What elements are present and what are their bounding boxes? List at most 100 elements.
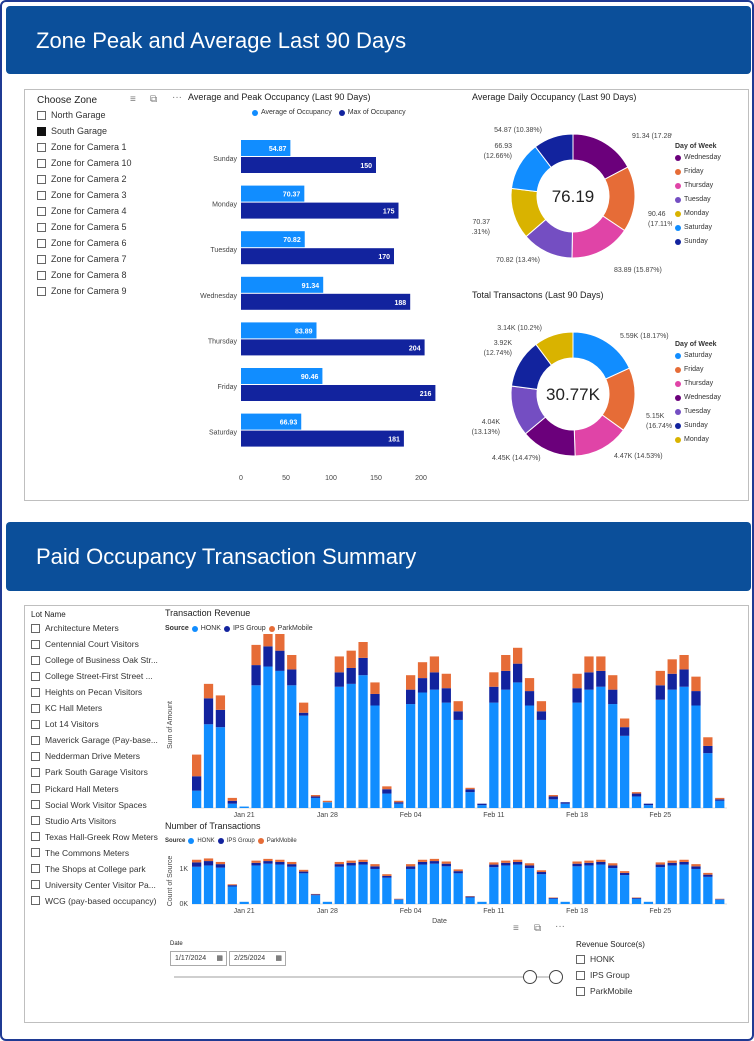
- legend-label: Monday: [684, 436, 709, 443]
- zone-slicer-item[interactable]: Zone for Camera 8: [37, 270, 127, 280]
- lot-checkbox[interactable]: [31, 848, 40, 858]
- zone-checkbox[interactable]: [37, 190, 46, 200]
- lot-checkbox[interactable]: [31, 639, 40, 649]
- zone-slicer-item[interactable]: Zone for Camera 4: [37, 206, 127, 216]
- more-options-icon[interactable]: ···: [172, 92, 182, 103]
- stacked-segment: [334, 861, 344, 865]
- lot-checkbox[interactable]: [31, 784, 40, 793]
- lot-checkbox[interactable]: [31, 735, 40, 745]
- zone-checkbox[interactable]: [37, 238, 46, 248]
- zone-checkbox[interactable]: [37, 174, 46, 184]
- zone-slicer-item[interactable]: Zone for Camera 10: [37, 158, 132, 168]
- zone-slicer-item[interactable]: Zone for Camera 2: [37, 174, 127, 184]
- lot-checkbox[interactable]: [31, 800, 40, 810]
- zone-checkbox[interactable]: [37, 142, 46, 152]
- lot-slicer-item[interactable]: Social Work Visitor Spaces: [31, 800, 147, 810]
- zone-slicer-item[interactable]: Zone for Camera 3: [37, 190, 127, 200]
- lot-checkbox[interactable]: [31, 687, 40, 697]
- calendar-icon[interactable]: ▦: [216, 955, 223, 962]
- lot-slicer-item[interactable]: Centennial Court Visitors: [31, 639, 139, 649]
- zone-checkbox[interactable]: [37, 158, 46, 168]
- revenue-source-checkbox[interactable]: [576, 986, 585, 996]
- zone-slicer-item[interactable]: Zone for Camera 5: [37, 222, 127, 232]
- lot-slicer-item[interactable]: Heights on Pecan Visitors: [31, 687, 142, 697]
- date-slider-handle-end[interactable]: [549, 970, 563, 984]
- end-date-input[interactable]: 2/25/2024 ▦: [229, 951, 286, 966]
- lot-slicer-item[interactable]: Nedderman Drive Meters: [31, 751, 140, 761]
- lot-slicer-item[interactable]: Maverick Garage (Pay-base...: [31, 735, 158, 745]
- lot-checkbox[interactable]: [31, 816, 40, 826]
- lot-slicer-item[interactable]: University Center Visitor Pa...: [31, 880, 156, 890]
- lot-slicer-item[interactable]: The Shops at College park: [31, 864, 146, 874]
- lot-slicer-item[interactable]: WCG (pay-based occupancy): [31, 896, 157, 906]
- lot-checkbox[interactable]: [31, 655, 40, 665]
- stacked-segment: [227, 884, 237, 886]
- panel-2-title: Paid Occupancy Transaction Summary: [36, 544, 417, 569]
- filter-icon-2[interactable]: ≡: [513, 923, 519, 934]
- legend-item: Friday: [675, 366, 703, 373]
- zone-slicer-title: Choose Zone: [37, 95, 98, 106]
- date-slider-handle-start[interactable]: [523, 970, 537, 984]
- date-slider-track[interactable]: [174, 976, 557, 978]
- x-tick-label: Jan 21: [234, 908, 255, 915]
- revenue-source-item[interactable]: ParkMobile: [576, 986, 633, 996]
- filter-icon[interactable]: ≡: [130, 94, 136, 105]
- zone-checkbox[interactable]: [37, 126, 46, 136]
- lot-slicer-item[interactable]: Texas Hall-Greek Row Meters: [31, 832, 158, 842]
- legend-dot: [675, 182, 681, 189]
- zone-slicer-item[interactable]: Zone for Camera 7: [37, 254, 127, 264]
- lot-checkbox[interactable]: [31, 703, 40, 713]
- donut-data-label: 4.47K (14.53%): [614, 453, 663, 460]
- lot-slicer-item[interactable]: Architecture Meters: [31, 623, 119, 633]
- lot-slicer-item[interactable]: College of Business Oak Str...: [31, 655, 158, 665]
- zone-checkbox[interactable]: [37, 222, 46, 232]
- lot-checkbox[interactable]: [31, 896, 40, 906]
- lot-checkbox[interactable]: [31, 751, 40, 761]
- zone-checkbox[interactable]: [37, 270, 46, 280]
- lot-slicer-item[interactable]: Studio Arts Visitors: [31, 816, 116, 826]
- revenue-source-checkbox[interactable]: [576, 954, 585, 964]
- stacked-segment: [382, 786, 392, 790]
- zone-slicer-item[interactable]: Zone for Camera 1: [37, 142, 127, 152]
- zone-slicer-item[interactable]: South Garage: [37, 126, 107, 136]
- focus-mode-icon[interactable]: ⧉: [150, 94, 158, 105]
- zone-checkbox[interactable]: [37, 110, 46, 120]
- lot-checkbox[interactable]: [31, 671, 40, 681]
- lot-slicer-item[interactable]: KC Hall Meters: [31, 703, 102, 713]
- zone-checkbox[interactable]: [37, 286, 46, 296]
- zone-slicer-item[interactable]: North Garage: [37, 110, 106, 120]
- more-options-icon-2[interactable]: ···: [555, 921, 565, 932]
- stacked-segment: [370, 868, 380, 904]
- lot-slicer-item[interactable]: College Street-First Street ...: [31, 671, 153, 681]
- lot-checkbox[interactable]: [31, 623, 40, 633]
- zone-slicer-item[interactable]: Zone for Camera 6: [37, 238, 127, 248]
- lot-slicer-item[interactable]: The Commons Meters: [31, 848, 129, 858]
- stacked-segment: [346, 865, 356, 904]
- lot-checkbox[interactable]: [31, 832, 40, 842]
- zone-checkbox[interactable]: [37, 206, 46, 216]
- revenue-source-checkbox[interactable]: [576, 970, 585, 980]
- revenue-source-item[interactable]: IPS Group: [576, 970, 630, 980]
- revenue-source-item[interactable]: HONK: [576, 954, 615, 964]
- lot-slicer-item[interactable]: Pickard Hall Meters: [31, 784, 119, 794]
- lot-checkbox[interactable]: [31, 767, 40, 777]
- zone-checkbox[interactable]: [37, 254, 46, 264]
- stacked-segment: [370, 864, 380, 867]
- zone-slicer-item[interactable]: Zone for Camera 9: [37, 286, 127, 296]
- start-date-input[interactable]: 1/17/2024 ▦: [170, 951, 227, 966]
- x-tick-label: Feb 25: [649, 812, 671, 819]
- lot-checkbox[interactable]: [31, 864, 40, 874]
- stacked-segment: [501, 860, 511, 863]
- calendar-icon[interactable]: ▦: [275, 955, 282, 962]
- lot-checkbox[interactable]: [31, 880, 40, 890]
- avg-data-label: 70.82: [283, 237, 301, 244]
- lot-slicer-title: Lot Name: [31, 610, 66, 619]
- stacked-segment: [382, 789, 392, 794]
- lot-slicer-item[interactable]: Park South Garage Visitors: [31, 767, 148, 777]
- legend-dot: [675, 408, 681, 415]
- focus-mode-icon-2[interactable]: ⧉: [534, 923, 542, 934]
- stacked-segment: [310, 797, 321, 808]
- lot-slicer-item[interactable]: Lot 14 Visitors: [31, 719, 99, 729]
- end-date-value: 2/25/2024: [234, 955, 266, 962]
- lot-checkbox[interactable]: [31, 719, 40, 729]
